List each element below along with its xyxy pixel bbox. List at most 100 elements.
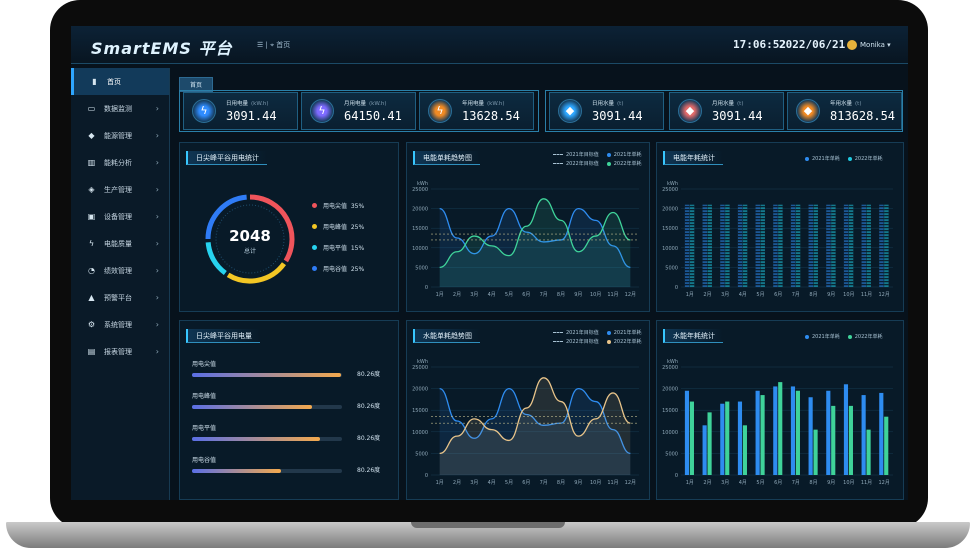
y-tick-label: 0 xyxy=(675,473,678,479)
sidebar-item-5[interactable]: ▣ 设备管理 › xyxy=(71,203,169,230)
clock: 17:06:52 xyxy=(733,38,786,51)
menu-toggle-icon[interactable]: ☰ xyxy=(257,41,264,49)
bar-0-0 xyxy=(684,390,690,475)
x-tick-label: 2月 xyxy=(453,292,461,298)
panel-peak-ring: 日尖峰平谷用电统计 2048 总计 用电尖值 35% 用电峰值 25% 用电平值 1… xyxy=(179,142,399,312)
bar-9-1 xyxy=(848,405,853,475)
bar-value: 80.26度 xyxy=(357,371,381,378)
bar-8-1 xyxy=(831,405,836,475)
y-tick-label: 0 xyxy=(675,285,678,291)
bar-4-0 xyxy=(755,390,760,475)
laptop-base xyxy=(6,522,970,548)
sidebar: ▮ 首页 ▭ 数据监测 › ◆ 能源管理 › ▥ 能耗分析 › ◈ 生产管理 › ▣ 设备管理 › ϟ 电能质量 › ◔… xyxy=(71,68,170,500)
bar-label: 用电平值 xyxy=(192,425,217,432)
x-tick-label: 1月 xyxy=(436,480,444,486)
water-drop-icon: ◆ xyxy=(678,99,702,123)
sidebar-item-8[interactable]: ▲ 预警平台 › xyxy=(71,284,169,311)
bar-7-1 xyxy=(813,429,818,475)
y-axis-unit: kWh xyxy=(417,359,428,365)
series-line-1 xyxy=(439,198,631,269)
bar-5-1 xyxy=(778,382,783,475)
x-tick-label: 8月 xyxy=(557,292,565,298)
bar-8-0 xyxy=(826,390,831,475)
x-tick-label: 11月 xyxy=(861,292,872,298)
x-tick-label: 4月 xyxy=(739,480,747,486)
ring-segment-2 xyxy=(205,242,227,276)
breadcrumb[interactable]: ☰ | ⌖ 首页 xyxy=(257,41,291,49)
kpi-value: 64150.41 xyxy=(344,109,402,123)
ring-legend-item: 用电谷值 25% xyxy=(312,264,364,273)
shield-icon: ◈ xyxy=(88,185,95,194)
sidebar-item-label: 绩效管理 xyxy=(104,266,132,275)
y-tick-label: 20000 xyxy=(662,387,678,393)
x-tick-label: 11月 xyxy=(607,292,618,298)
panel-water-year: 水能年耗统计 2021年单耗 2022年单耗 kWh 0 5000 10000 15000… xyxy=(656,320,904,500)
location-pin-icon: ⌖ xyxy=(270,41,275,49)
bar-3-1 xyxy=(742,425,747,475)
chevron-right-icon: › xyxy=(155,158,159,167)
series-line-1 xyxy=(439,377,631,455)
sidebar-item-label: 能耗分析 xyxy=(104,158,132,167)
bar-1-1 xyxy=(707,412,712,475)
bar-6-1 xyxy=(795,390,800,475)
x-tick-label: 3月 xyxy=(470,292,478,298)
bar-fill xyxy=(192,373,341,377)
sidebar-item-7[interactable]: ◔ 绩效管理 › xyxy=(71,257,169,284)
y-tick-label: 15000 xyxy=(662,226,678,232)
tab-home[interactable]: 首页 xyxy=(179,77,214,92)
y-tick-label: 15000 xyxy=(412,408,428,414)
y-tick-label: 5000 xyxy=(665,265,678,271)
sidebar-item-0[interactable]: ▮ 首页 xyxy=(71,68,169,95)
y-tick-label: 20000 xyxy=(412,207,428,213)
sidebar-item-4[interactable]: ◈ 生产管理 › xyxy=(71,176,169,203)
x-tick-label: 10月 xyxy=(843,480,854,486)
sidebar-item-label: 首页 xyxy=(107,77,121,86)
sidebar-item-label: 预警平台 xyxy=(104,293,132,302)
user-menu[interactable]: Monika ▾ xyxy=(847,40,891,50)
x-tick-label: 4月 xyxy=(739,292,747,298)
sidebar-item-10[interactable]: ▤ 报表管理 › xyxy=(71,338,169,365)
x-tick-label: 6月 xyxy=(522,480,530,486)
x-tick-label: 1月 xyxy=(686,292,694,298)
sidebar-item-3[interactable]: ▥ 能耗分析 › xyxy=(71,149,169,176)
chevron-right-icon: › xyxy=(155,266,159,275)
bar-value: 80.26度 xyxy=(357,467,381,474)
kpi-value: 13628.54 xyxy=(462,109,520,123)
x-tick-label: 8月 xyxy=(809,292,817,298)
sidebar-item-label: 能源管理 xyxy=(104,131,132,140)
ring-legend-item: 用电平值 15% xyxy=(312,243,364,252)
x-tick-label: 3月 xyxy=(721,480,729,486)
x-tick-label: 5月 xyxy=(505,292,513,298)
bar-fill xyxy=(192,469,281,473)
y-tick-label: 10000 xyxy=(662,430,678,436)
y-tick-label: 5000 xyxy=(415,265,428,271)
chevron-right-icon: › xyxy=(155,239,159,248)
y-axis-unit: kWh xyxy=(417,181,428,187)
sidebar-item-label: 设备管理 xyxy=(104,212,132,221)
warning-icon: ▲ xyxy=(88,293,95,302)
series-line-0 xyxy=(439,387,631,455)
x-tick-label: 7月 xyxy=(540,292,548,298)
sidebar-item-9[interactable]: ⚙ 系统管理 › xyxy=(71,311,169,338)
bar-label: 用电峰值 xyxy=(192,393,217,400)
kpi-card-3: ◆ 日用水量 (t) 3091.44 xyxy=(549,92,664,130)
bar-label: 用电谷值 xyxy=(192,457,217,464)
bar-track xyxy=(192,405,342,409)
panel-title: 电能单耗趋势图 xyxy=(413,151,480,165)
y-axis-unit: kWh xyxy=(667,359,678,365)
breadcrumb-home[interactable]: 首页 xyxy=(276,41,291,49)
y-tick-label: 25000 xyxy=(662,187,678,193)
sidebar-item-label: 报表管理 xyxy=(104,347,132,356)
kpi-label: 年用电量 (kW.h) xyxy=(462,101,505,107)
sidebar-item-1[interactable]: ▭ 数据监测 › xyxy=(71,95,169,122)
sidebar-item-6[interactable]: ϟ 电能质量 › xyxy=(71,230,169,257)
x-tick-label: 4月 xyxy=(488,480,496,486)
panel-peak-bars: 日尖峰平谷用电量 用电尖值 80.26度 用电峰值 80.26度 用电平值 80.26度用… xyxy=(179,320,399,500)
chart-legend: 2021年目标值 2021年单耗 2022年目标值 2022年单耗 xyxy=(547,329,651,347)
y-tick-label: 10000 xyxy=(662,246,678,252)
sidebar-item-2[interactable]: ◆ 能源管理 › xyxy=(71,122,169,149)
x-tick-label: 6月 xyxy=(774,292,782,298)
lightning-icon: ϟ xyxy=(428,99,452,123)
chevron-right-icon: › xyxy=(155,293,159,302)
bar-10-1 xyxy=(866,429,871,475)
